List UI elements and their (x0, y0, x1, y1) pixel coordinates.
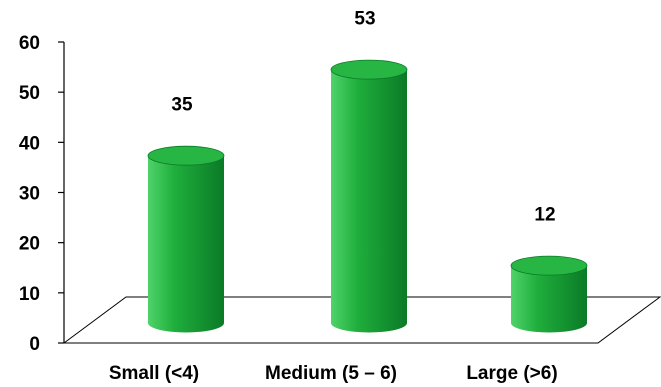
bar-top (511, 256, 587, 275)
y-tick-label: 0 (29, 334, 40, 355)
y-tick-label: 20 (19, 234, 40, 255)
y-tick-label: 30 (19, 184, 40, 205)
bar-0 (148, 146, 224, 332)
bar-body (331, 70, 407, 333)
y-tick-label: 60 (19, 33, 40, 54)
bar-top (331, 60, 407, 79)
y-tick-label: 50 (19, 83, 40, 104)
bar-2 (511, 256, 587, 332)
y-tick-label: 10 (19, 284, 40, 305)
data-label: 12 (534, 205, 555, 226)
x-category-label: Small (<4) (109, 363, 199, 384)
x-category-label: Large (>6) (466, 363, 557, 384)
data-label: 53 (354, 9, 375, 30)
bar-body (148, 156, 224, 333)
bar-top (148, 146, 224, 165)
y-tick-label: 40 (19, 133, 40, 154)
bar-body (511, 266, 587, 333)
bar-1 (331, 60, 407, 332)
data-label: 35 (171, 95, 193, 116)
x-category-label: Medium (5 – 6) (265, 363, 397, 384)
